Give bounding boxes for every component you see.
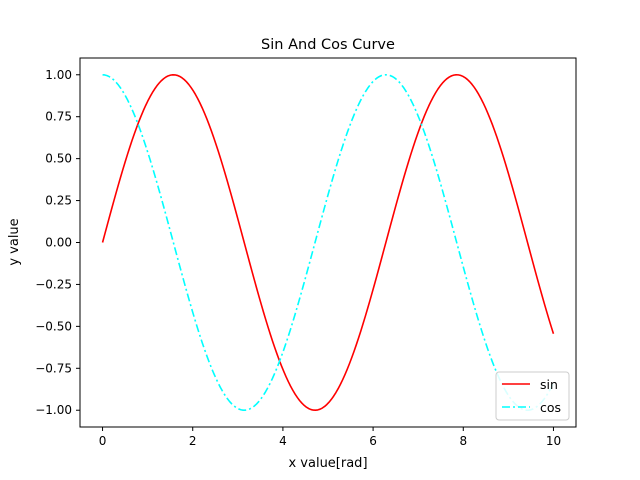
y-tick-label: 0.00 (45, 236, 72, 250)
y-axis-ticks: 1.00 0.75 0.50 0.25 0.00 −0.25 −0.50 −0.75 −1.00 (35, 68, 80, 417)
y-tick-label: 1.00 (45, 68, 72, 82)
x-tick-label: 6 (369, 434, 377, 448)
y-tick-label: −0.50 (35, 319, 72, 333)
y-tick-label: −1.00 (35, 403, 72, 417)
series-line-cos (102, 73, 555, 411)
y-tick-label: 0.50 (45, 152, 72, 166)
y-axis-label: y value (7, 218, 22, 265)
x-tick-label: 4 (279, 434, 287, 448)
x-tick-label: 0 (99, 434, 107, 448)
series-layer (101, 73, 555, 412)
x-axis-ticks: 0 2 4 6 8 10 (99, 427, 561, 448)
legend-label-sin: sin (540, 377, 558, 392)
y-tick-label: −0.25 (35, 277, 72, 291)
x-axis-label: x value[rad] (288, 456, 367, 471)
x-tick-label: 2 (189, 434, 197, 448)
chart-title: Sin And Cos Curve (261, 37, 395, 53)
series-line-sin (101, 73, 555, 412)
y-tick-label: 0.75 (45, 110, 72, 124)
legend-label-cos: cos (540, 400, 561, 415)
legend: sin cos (495, 371, 570, 421)
x-tick-label: 10 (546, 434, 561, 448)
y-tick-label: −0.75 (35, 361, 72, 375)
y-tick-label: 0.25 (45, 194, 72, 208)
x-tick-label: 8 (459, 434, 467, 448)
